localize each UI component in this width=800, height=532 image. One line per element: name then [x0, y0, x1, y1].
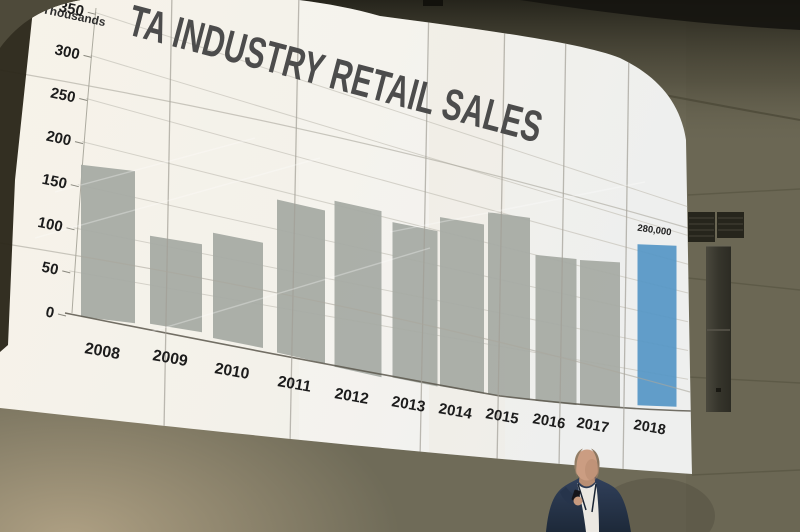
- speaker-column: [706, 245, 731, 412]
- x-label-2011: 2011: [276, 373, 313, 396]
- x-label-2010: 2010: [213, 360, 251, 383]
- y-tick-label-250: 250: [49, 85, 77, 107]
- tile-seams-horizontal: [0, 69, 691, 393]
- y-tick-mark-100: [66, 227, 75, 231]
- y-tick-mark-250: [79, 98, 88, 101]
- y-tick-labels: 350 300 250 200 150 100 50 0: [36, 0, 96, 322]
- x-label-2016: 2016: [531, 411, 566, 432]
- y-tick-mark-50: [62, 270, 71, 274]
- bar-2018: [637, 244, 677, 407]
- bar-2013: [392, 222, 438, 387]
- screen-content: TA INDUSTRY RETAIL SALES Thousands 35030…: [0, 0, 692, 475]
- x-label-2012: 2012: [333, 385, 370, 408]
- y-axis-line: [71, 7, 97, 314]
- y-tick-label-50: 50: [40, 259, 60, 279]
- bar-2017: [580, 260, 620, 408]
- x-axis-line: [64, 312, 692, 412]
- x-label-2018: 2018: [632, 417, 667, 438]
- y-tick-label-150: 150: [40, 171, 68, 193]
- gridline-350: [94, 11, 689, 208]
- y-tick-label-100: 100: [36, 214, 64, 236]
- y-tick-mark-200: [74, 141, 84, 145]
- presenter-hair-left: [574, 448, 583, 478]
- left-wall-edge: [0, 0, 34, 352]
- y-tick-label-0: 0: [44, 304, 56, 322]
- bar-2009: [150, 235, 202, 333]
- ceiling-fixture: [423, 0, 443, 6]
- x-label-2015: 2015: [484, 405, 520, 428]
- x-label-2008: 2008: [83, 340, 121, 363]
- face-shading: [585, 459, 599, 481]
- ceiling-dark-band: [520, 0, 800, 30]
- x-label-2017: 2017: [575, 415, 610, 436]
- bar-2010: [213, 232, 263, 348]
- air-vent: [688, 212, 744, 242]
- top-left-wall-corner: [0, 0, 81, 48]
- bar-value-annotations: 280,000: [637, 223, 673, 239]
- y-tick-mark-150: [70, 184, 79, 188]
- presenter-hand: [573, 496, 583, 506]
- bar-annotation-2018: 280,000: [637, 223, 673, 239]
- jacket-lapels: [577, 483, 597, 513]
- bar-2012: [334, 200, 382, 378]
- glare-streaks: [34, 137, 646, 333]
- gridline-300: [90, 54, 689, 236]
- bar-2008: [81, 164, 135, 324]
- y-tick-mark-0: [57, 313, 67, 317]
- x-label-2013: 2013: [390, 393, 426, 416]
- tile-seams-vertical: [163, 0, 630, 473]
- x-label-2014: 2014: [437, 400, 474, 423]
- presenter-shirt: [577, 483, 599, 532]
- presenter: [546, 448, 631, 532]
- y-tick-label-350: 350: [57, 0, 85, 20]
- bar-2015: [488, 212, 530, 400]
- x-label-2009: 2009: [151, 347, 189, 370]
- x-category-labels: 2008 2009 2010 2011 2012 2013 2014 2015 2016 2017…: [83, 340, 667, 438]
- bar-2011: [277, 199, 325, 364]
- presenter-head: [574, 449, 600, 481]
- y-tick-mark-350: [87, 11, 96, 15]
- bar-2014: [440, 217, 484, 394]
- bar-2016: [535, 254, 577, 406]
- gridline-250: [86, 98, 689, 265]
- y-tick-mark-300: [83, 54, 92, 58]
- chart-bars: [81, 164, 677, 408]
- y-tick-label-300: 300: [53, 41, 81, 63]
- presenter-hair-right: [591, 448, 600, 478]
- y-tick-label-200: 200: [45, 128, 73, 150]
